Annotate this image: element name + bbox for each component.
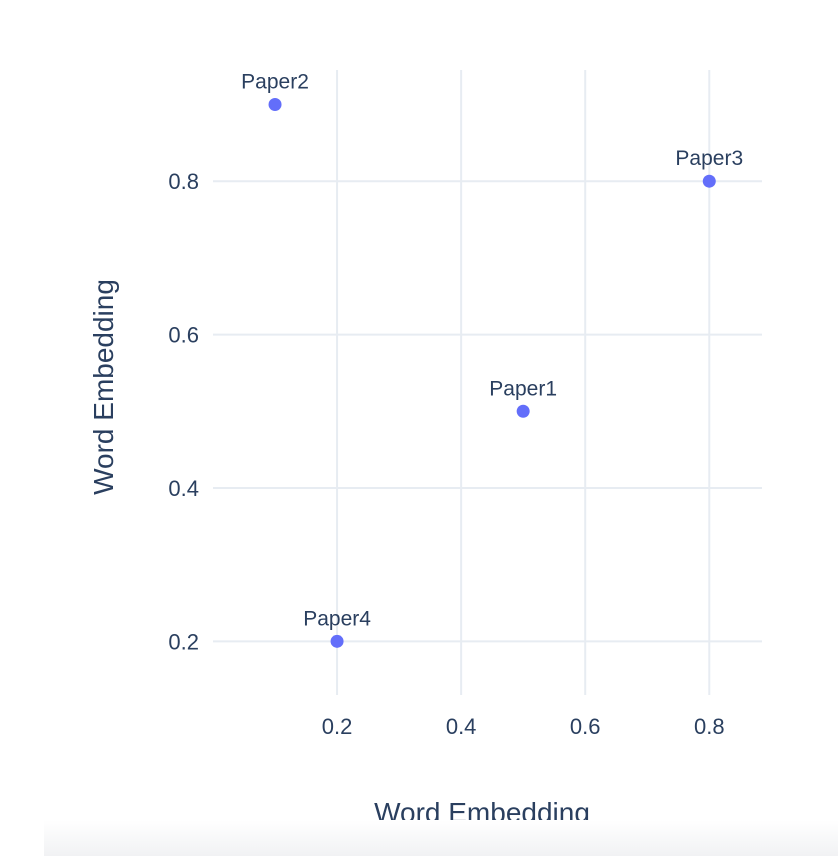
scatter-point bbox=[702, 174, 716, 188]
y-tick-label: 0.2 bbox=[168, 629, 199, 654]
bottom-shade bbox=[44, 820, 838, 856]
y-tick-label: 0.4 bbox=[168, 476, 199, 501]
point-label: Paper2 bbox=[241, 71, 309, 94]
y-grid-lines bbox=[213, 180, 762, 643]
x-tick-label: 0.4 bbox=[446, 714, 477, 739]
y-tick-label: 0.6 bbox=[168, 323, 199, 348]
y-tick-labels: 0.2 0.4 0.6 0.8 bbox=[168, 169, 199, 654]
scatter-point bbox=[516, 404, 530, 418]
scatter-point bbox=[330, 634, 344, 648]
point-label: Paper1 bbox=[489, 377, 557, 400]
point-label: Paper4 bbox=[303, 607, 371, 630]
y-tick-label: 0.8 bbox=[168, 169, 199, 194]
scatter-point bbox=[268, 98, 282, 112]
x-tick-label: 0.8 bbox=[694, 714, 725, 739]
x-grid-lines bbox=[336, 70, 711, 695]
point-label: Paper3 bbox=[675, 147, 743, 170]
x-tick-label: 0.6 bbox=[570, 714, 601, 739]
data-points: Paper1 Paper2 Paper3 Paper4 bbox=[241, 71, 743, 648]
x-tick-label: 0.2 bbox=[322, 714, 353, 739]
x-tick-labels: 0.2 0.4 0.6 0.8 bbox=[322, 714, 725, 739]
y-axis-title: Word Embedding bbox=[88, 279, 119, 495]
